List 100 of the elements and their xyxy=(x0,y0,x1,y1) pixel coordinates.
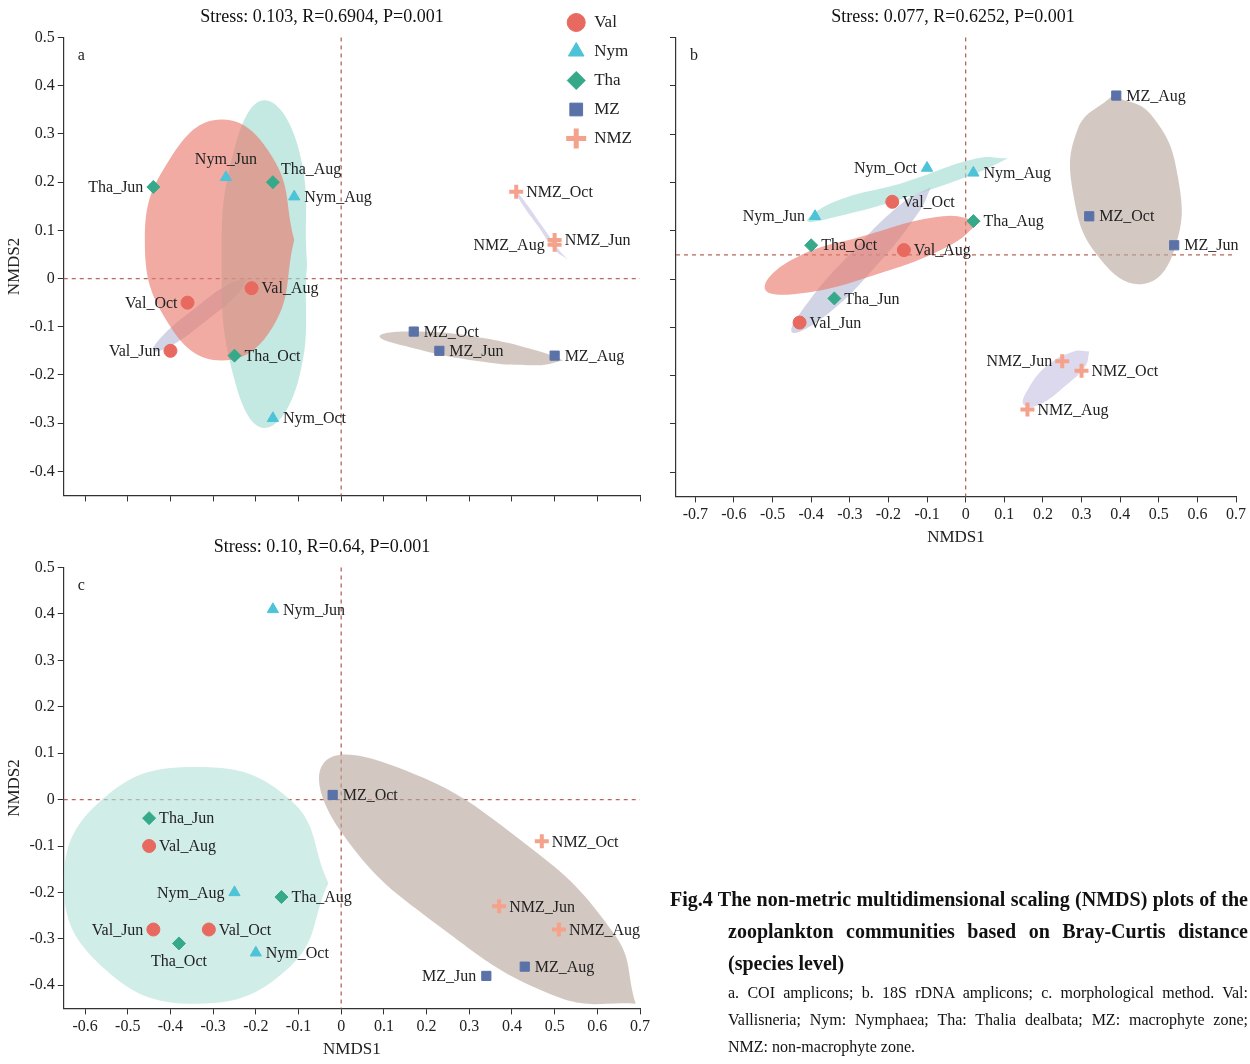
annotation: MZ_Aug xyxy=(564,346,625,365)
y-tick-label: 0.1 xyxy=(34,220,55,238)
x-tick-label: 0 xyxy=(337,1017,346,1035)
annotation: NMZ_Aug xyxy=(473,236,545,255)
annotation: Val_Aug xyxy=(159,837,216,856)
point xyxy=(532,832,551,851)
x-tick-label: -0.2 xyxy=(243,1017,269,1035)
x-tick-label: -0.3 xyxy=(837,505,863,523)
legend-label: Tha xyxy=(594,69,622,89)
x-tick-label: 0.3 xyxy=(1071,505,1092,523)
y-tick-label: 0.5 xyxy=(34,27,55,45)
x-tick-label: 0.5 xyxy=(544,1017,565,1035)
x-tick-label: -0.3 xyxy=(200,1017,226,1035)
annotation: NMZ_Oct xyxy=(526,183,594,201)
legend-label: Nym xyxy=(594,40,629,60)
point xyxy=(408,326,419,337)
annotation: NMZ_Jun xyxy=(986,352,1053,370)
x-tick-label: 0.1 xyxy=(994,505,1015,523)
x-tick-label: -0.6 xyxy=(721,505,747,523)
y-tick-label: 0.4 xyxy=(34,75,55,93)
point xyxy=(201,922,216,937)
x-tick-label: 0 xyxy=(961,505,970,523)
point xyxy=(163,343,178,358)
point xyxy=(1018,400,1037,419)
annotation: NMZ_Oct xyxy=(551,832,620,850)
x-tick-label: 0.3 xyxy=(459,1017,480,1035)
annotation: NMZ_Jun xyxy=(564,231,631,249)
annotation: Val_Jun xyxy=(809,313,862,331)
point xyxy=(920,161,934,172)
x-tick-label: -0.7 xyxy=(682,505,708,523)
point xyxy=(1169,240,1180,251)
y-tick-label: 0.3 xyxy=(34,650,55,668)
point xyxy=(808,209,822,221)
point xyxy=(249,945,262,957)
y-tick-label: 0.1 xyxy=(34,743,55,761)
y-tick-label: -0.4 xyxy=(29,975,55,993)
x-tick-label: 0.7 xyxy=(630,1017,650,1035)
x-tick-label: -0.1 xyxy=(285,1017,312,1035)
point xyxy=(481,970,492,982)
y-axis-title: NMDS2 xyxy=(3,759,23,817)
annotation: c xyxy=(77,575,85,593)
point xyxy=(244,281,259,296)
annotation: Val_Oct xyxy=(218,920,272,938)
annotation: a xyxy=(77,45,85,63)
annotation: Val_Aug xyxy=(261,279,319,298)
y-tick-label: -0.2 xyxy=(29,365,55,383)
annotation: Nym_Jun xyxy=(282,600,346,619)
y-tick-label: 0.3 xyxy=(34,124,55,142)
x-tick-label: -0.2 xyxy=(875,505,902,523)
annotation: Nym_Oct xyxy=(853,159,918,178)
x-tick-label: 0.4 xyxy=(1110,505,1131,523)
annotation: Tha_Aug xyxy=(280,160,342,179)
annotation: MZ_Oct xyxy=(423,322,480,340)
y-axis-title: NMDS2 xyxy=(3,237,23,296)
annotation: Tha_Oct xyxy=(150,951,208,969)
text: Fig.4 The non-metric multidimensional scaling (NMDS) plots of the zooplankton communities based on Bray-Curtis distance (species level) xyxy=(670,887,1248,977)
annotation: Val_Oct xyxy=(125,293,179,311)
annotation: Nym_Aug xyxy=(156,883,225,902)
point xyxy=(792,315,807,330)
annotation: Val_Jun xyxy=(91,920,144,938)
point xyxy=(966,214,981,229)
point xyxy=(266,411,280,423)
chart-title: Stress: 0.10, R=0.64, P=0.001 xyxy=(213,535,431,556)
point xyxy=(146,922,161,937)
annotation: MZ_Oct xyxy=(342,786,399,804)
x-tick-label: -0.5 xyxy=(759,505,786,523)
point xyxy=(171,936,186,951)
point xyxy=(545,235,564,254)
annotation: Tha_Aug xyxy=(983,212,1044,231)
x-axis-title: NMDS1 xyxy=(323,1039,381,1059)
annotation: MZ_Jun xyxy=(449,342,504,360)
annotation: MZ_Jun xyxy=(1184,236,1239,254)
x-tick-label: 0.6 xyxy=(1187,505,1208,523)
point xyxy=(1072,361,1091,380)
y-tick-label: 0.2 xyxy=(34,172,55,190)
x-tick-label: -0.4 xyxy=(798,505,824,523)
y-tick-label: 0.5 xyxy=(34,557,55,575)
point xyxy=(896,243,911,258)
point xyxy=(274,890,289,905)
legend-label: NMZ xyxy=(594,127,632,147)
annotation: Val_Oct xyxy=(902,193,956,211)
point xyxy=(266,602,280,614)
annotation: b xyxy=(690,45,698,63)
x-tick-label: 0.2 xyxy=(1032,505,1053,523)
y-tick-label: 0.4 xyxy=(34,604,55,622)
annotation: NMZ_Aug xyxy=(1037,400,1109,419)
annotation: Nym_Oct xyxy=(265,943,330,962)
point xyxy=(827,291,842,306)
annotation: Nym_Oct xyxy=(282,409,347,428)
point xyxy=(142,839,157,853)
point xyxy=(804,238,819,253)
x-tick-label: 0.5 xyxy=(1148,505,1169,523)
point xyxy=(265,175,280,190)
annotation: NMZ_Oct xyxy=(1091,362,1159,380)
point xyxy=(1111,90,1122,101)
y-tick-label: -0.2 xyxy=(29,882,55,900)
annotation: MZ_Aug xyxy=(1126,86,1186,105)
x-tick-label: -0.5 xyxy=(115,1017,141,1035)
annotation: Tha_Jun xyxy=(159,809,215,827)
annotation: Tha_Jun xyxy=(88,178,144,196)
